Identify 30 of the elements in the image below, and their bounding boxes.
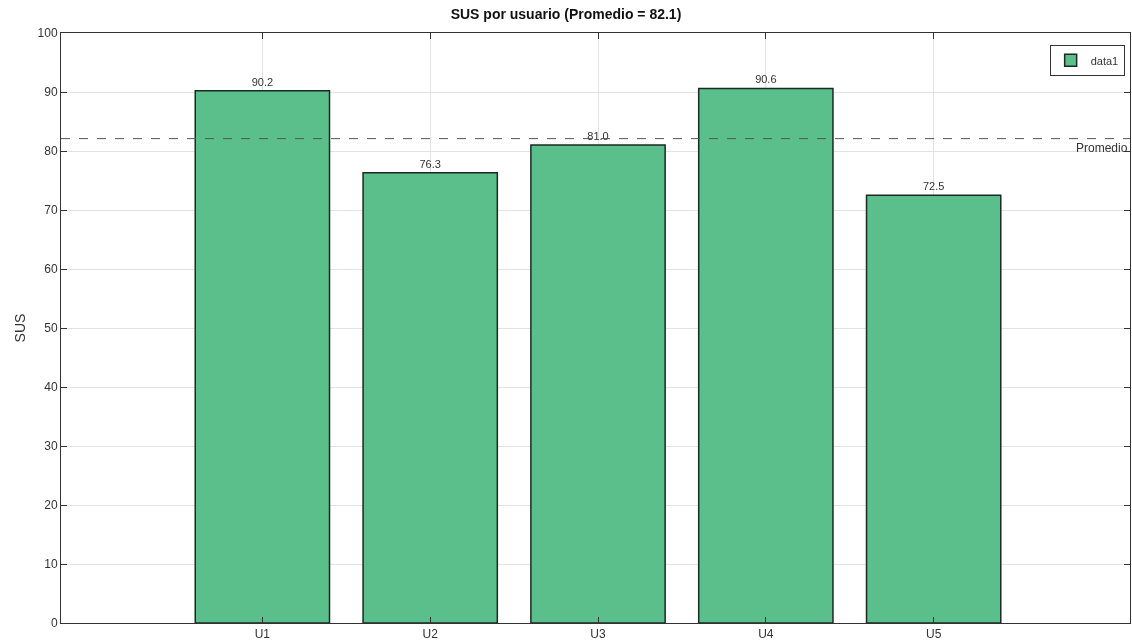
x-tick-label: U2 — [422, 627, 439, 642]
y-tick-label: 90 — [44, 85, 58, 100]
x-tick-label: U1 — [254, 627, 271, 642]
y-tick-label: 60 — [44, 262, 58, 277]
y-tick-label: 50 — [44, 321, 58, 336]
data-label: 72.5 — [922, 180, 945, 193]
bar — [362, 172, 499, 623]
y-tick-label: 40 — [44, 380, 58, 395]
y-tick-label: 10 — [44, 557, 58, 572]
y-tick-label: 30 — [44, 439, 58, 454]
bar — [865, 194, 1002, 623]
data-label: 76.3 — [419, 157, 441, 170]
bar — [697, 87, 834, 623]
y-tick-label: 80 — [44, 144, 58, 159]
x-tick-label: U5 — [925, 627, 942, 642]
bar — [530, 144, 666, 623]
y-tick-label: 70 — [44, 203, 58, 218]
data-label: 81.0 — [587, 130, 609, 143]
x-tick-label: U4 — [758, 627, 774, 642]
x-tick-label: U3 — [590, 627, 607, 642]
y-axis-title: SUS — [12, 313, 29, 343]
data-label: 90.2 — [251, 75, 274, 88]
bar — [194, 90, 331, 623]
chart-title: SUS por usuario (Promedio = 82.1) — [450, 6, 682, 23]
ref-line-label: Promedio — [1076, 141, 1128, 155]
y-tick-label: 0 — [50, 616, 58, 631]
y-tick-label: 20 — [44, 498, 58, 513]
legend-label: data1 — [1090, 54, 1119, 67]
data-label: 90.6 — [755, 73, 777, 86]
y-tick-label: 100 — [37, 26, 58, 41]
